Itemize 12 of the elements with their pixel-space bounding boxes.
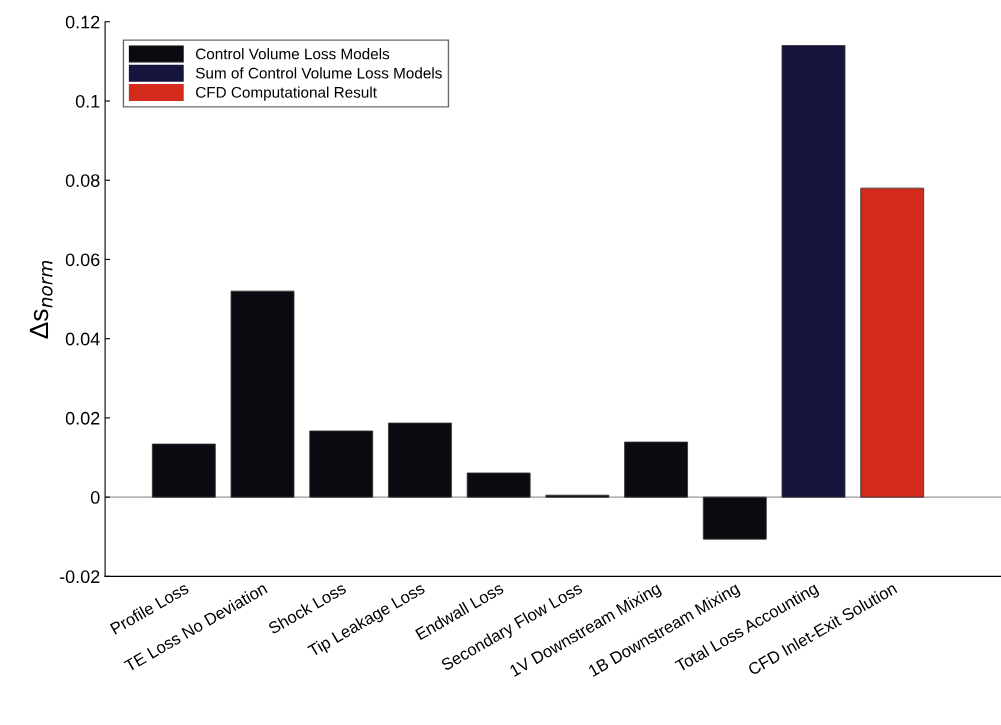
y-tick-label: 0.06 [65, 253, 100, 267]
y-tick-label: -0.02 [59, 570, 100, 584]
y-tick-label: 0.08 [65, 174, 100, 187]
y-tick-label: 0.12 [65, 15, 100, 29]
legend-label: Sum of Control Volume Loss Models [195, 67, 442, 79]
legend-label: CFD Computational Result [196, 86, 377, 101]
legend-label: Control Volume Loss Models [196, 48, 390, 60]
y-tick-label: 0.02 [65, 411, 100, 425]
y-tick-label: 0.04 [65, 332, 100, 346]
y-axis-title: Δs$_{norm}$ [29, 260, 53, 339]
y-tick-label: 0 [90, 491, 100, 504]
y-tick-label: 0.1 [75, 94, 100, 108]
